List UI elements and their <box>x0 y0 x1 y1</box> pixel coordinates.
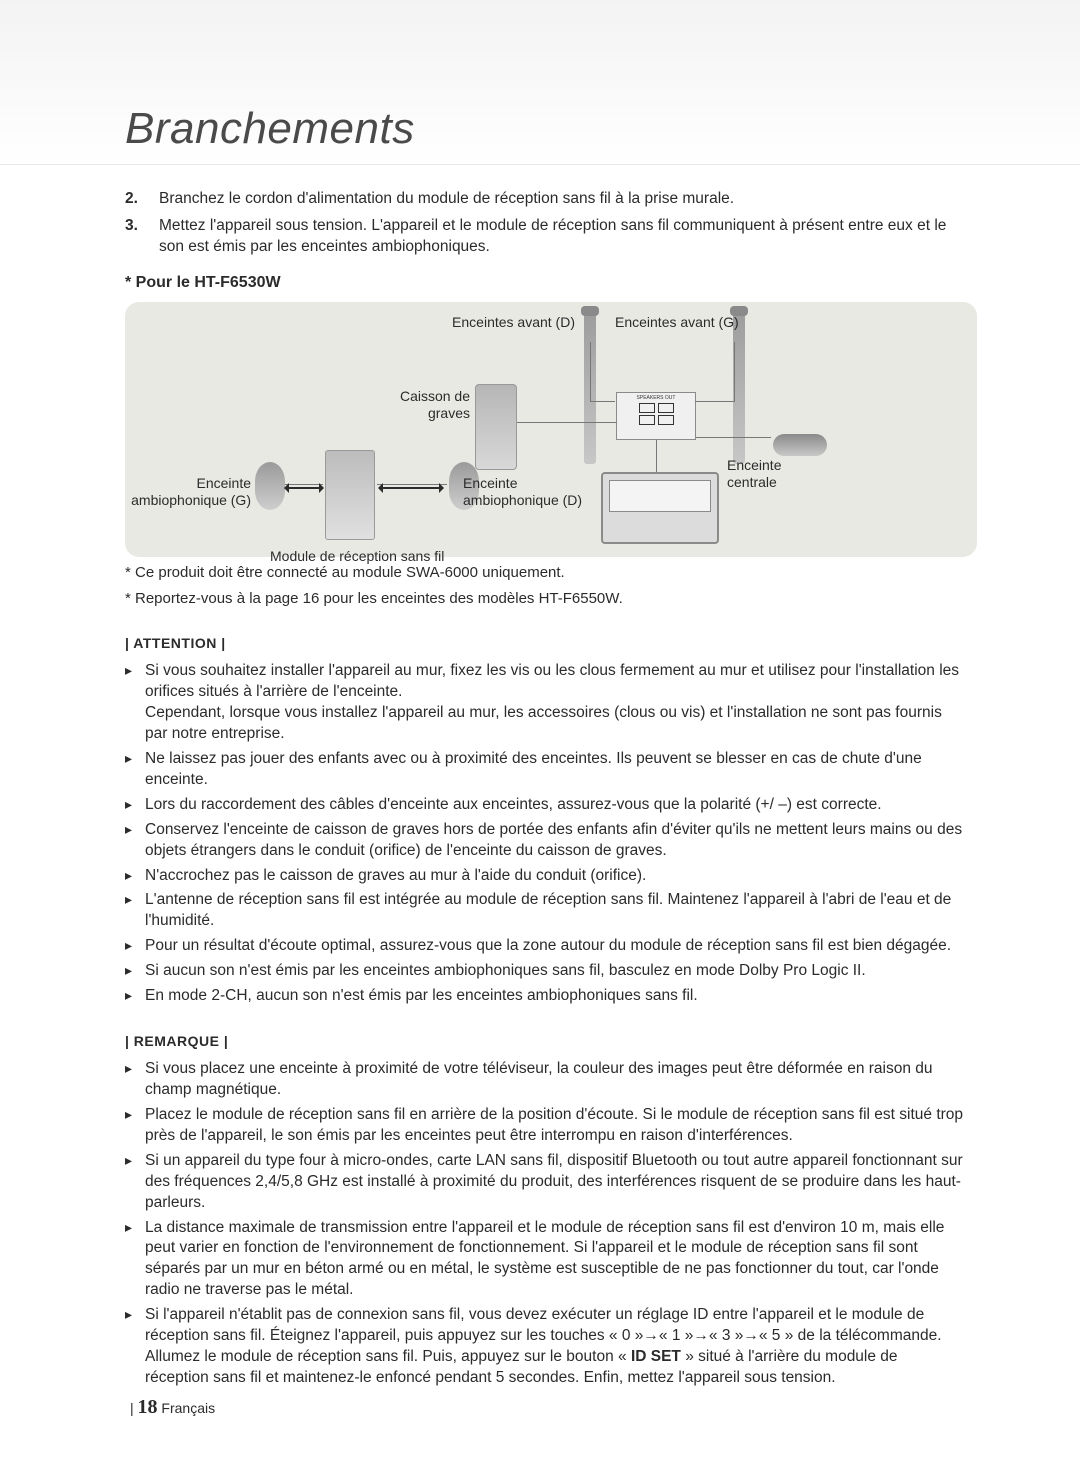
id-set-bold: ID SET <box>631 1348 681 1365</box>
arrow-icon: → <box>643 1327 659 1344</box>
wire <box>377 484 447 485</box>
page-content: 2. Branchez le cordon d'alimentation du … <box>0 165 1080 1389</box>
list-item: Si vous placez une enceinte à proximité … <box>125 1059 965 1101</box>
panel-caption: SPEAKERS OUT <box>637 395 676 401</box>
step-2: 2. Branchez le cordon d'alimentation du … <box>125 189 965 210</box>
wire <box>695 342 735 402</box>
center-label-1: Enceinte <box>727 457 781 473</box>
subwoofer-label-1: Caisson de <box>400 388 470 404</box>
diagram-footnote-2: * Reportez-vous à la page 16 pour les en… <box>125 589 965 609</box>
wire <box>590 342 615 402</box>
list-item: Ne laissez pas jouer des enfants avec ou… <box>125 749 965 791</box>
step-3: 3. Mettez l'appareil sous tension. L'app… <box>125 216 965 258</box>
step-text: Mettez l'appareil sous tension. L'appare… <box>159 216 965 258</box>
surround-left-label-2: ambiophonique (G) <box>131 492 251 508</box>
list-item: Si l'appareil n'établit pas de connexion… <box>125 1305 965 1389</box>
list-item: Si un appareil du type four à micro-onde… <box>125 1151 965 1214</box>
list-item: La distance maximale de transmission ent… <box>125 1218 965 1302</box>
remarque-seq: « 3 » <box>709 1327 743 1344</box>
step-number: 3. <box>125 216 141 258</box>
front-right-label: Enceintes avant (D) <box>435 314 575 332</box>
wireless-arrow-left <box>287 487 321 489</box>
list-item: Lors du raccordement des câbles d'encein… <box>125 795 965 816</box>
wiring-diagram: Enceintes avant (D) Enceintes avant (G) … <box>125 302 977 557</box>
header-band: Branchements <box>0 0 1080 165</box>
wire <box>656 440 657 472</box>
arrow-icon: → <box>743 1327 759 1344</box>
arrow-icon: → <box>693 1327 709 1344</box>
wrm-label: Module de réception sans fil <box>270 548 490 566</box>
list-item: Si vous souhaitez installer l'appareil a… <box>125 661 965 745</box>
model-heading: * Pour le HT-F6530W <box>125 274 965 292</box>
page-footer: | 18 Français <box>130 1396 215 1419</box>
step-text: Branchez le cordon d'alimentation du mod… <box>159 189 734 210</box>
surround-right-label-1: Enceinte <box>463 475 517 491</box>
list-item: Pour un résultat d'écoute optimal, assur… <box>125 936 965 957</box>
attention-list: Si vous souhaitez installer l'appareil a… <box>125 661 965 1007</box>
footer-bar: | <box>130 1400 138 1416</box>
main-unit-icon <box>601 472 719 544</box>
page-title: Branchements <box>125 104 415 154</box>
subwoofer-icon <box>475 384 517 470</box>
speakers-out-panel: SPEAKERS OUT <box>616 392 696 440</box>
wireless-module-icon <box>325 450 375 540</box>
surround-right-label-2: ambiophonique (D) <box>463 492 582 508</box>
remarque-seq: « 1 » <box>659 1327 693 1344</box>
wireless-arrow-right <box>381 487 441 489</box>
list-item: Placez le module de réception sans fil e… <box>125 1105 965 1147</box>
footer-lang: Français <box>158 1400 216 1416</box>
list-item: L'antenne de réception sans fil est inté… <box>125 890 965 932</box>
remarque-list: Si vous placez une enceinte à proximité … <box>125 1059 965 1389</box>
wire <box>285 484 323 485</box>
list-item: N'accrochez pas le caisson de graves au … <box>125 866 965 887</box>
center-speaker-icon <box>773 434 827 456</box>
step-number: 2. <box>125 189 141 210</box>
subwoofer-label-2: graves <box>428 405 470 421</box>
attention-label: | ATTENTION | <box>125 635 965 651</box>
surround-left-label-1: Enceinte <box>197 475 251 491</box>
wire <box>696 437 771 438</box>
list-item: En mode 2-CH, aucun son n'est émis par l… <box>125 986 965 1007</box>
front-left-label: Enceintes avant (G) <box>615 314 755 332</box>
center-label-2: centrale <box>727 474 777 490</box>
wire <box>517 422 617 423</box>
page-number: 18 <box>138 1396 158 1418</box>
diagram-footnote-1: * Ce produit doit être connecté au modul… <box>125 563 965 583</box>
list-item: Conservez l'enceinte de caisson de grave… <box>125 820 965 862</box>
remarque-label: | REMARQUE | <box>125 1033 965 1049</box>
list-item: Si aucun son n'est émis par les enceinte… <box>125 961 965 982</box>
